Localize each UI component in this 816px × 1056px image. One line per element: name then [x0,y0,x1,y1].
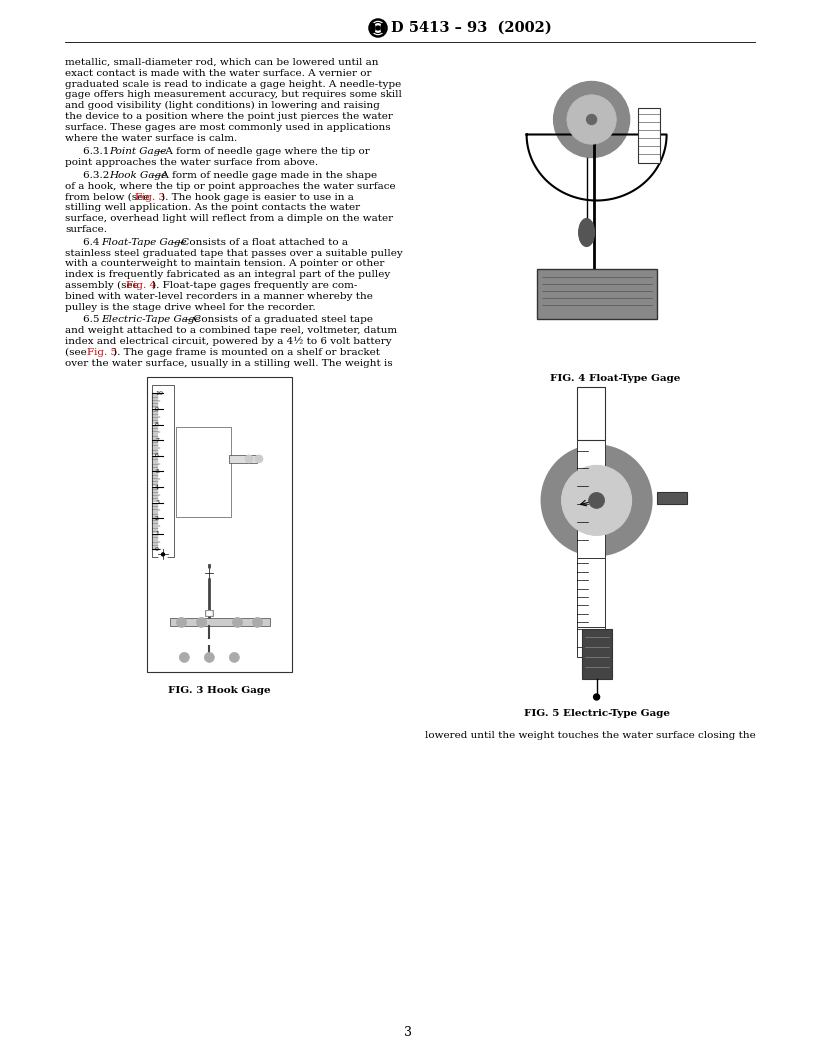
Bar [206,610,213,617]
Circle shape [176,618,187,627]
Text: ). The gage frame is mounted on a shelf or bracket: ). The gage frame is mounted on a shelf … [113,347,380,357]
Text: lowered until the weight touches the water surface closing the: lowered until the weight touches the wat… [425,731,756,740]
Bar [657,492,686,505]
Text: of a hook, where the tip or point approaches the water surface: of a hook, where the tip or point approa… [65,182,396,191]
Text: 8: 8 [155,422,159,427]
Circle shape [204,653,215,662]
Circle shape [245,455,253,463]
Text: FIG. 4 Float-Type Gage: FIG. 4 Float-Type Gage [551,374,681,383]
Bar [170,619,269,626]
Text: surface. These gages are most commonly used in applications: surface. These gages are most commonly u… [65,122,391,132]
Text: 3: 3 [155,501,159,505]
Bar [582,629,612,679]
Text: FIG. 5 Electric-Type Gage: FIG. 5 Electric-Type Gage [524,709,670,718]
Text: Fig. 4: Fig. 4 [126,281,156,290]
Text: Electric-Tape Gage: Electric-Tape Gage [101,316,201,324]
Text: 10: 10 [155,391,163,396]
Circle shape [376,26,380,30]
Text: where the water surface is calm.: where the water surface is calm. [65,134,237,143]
Circle shape [206,611,212,616]
Ellipse shape [381,23,385,33]
Text: 5: 5 [155,469,159,474]
Circle shape [567,95,616,145]
Text: exact contact is made with the water surface. A vernier or: exact contact is made with the water sur… [65,69,371,78]
Text: 6.5: 6.5 [83,316,106,324]
Text: —A form of needle gage made in the shape: —A form of needle gage made in the shape [151,171,377,180]
Bar [229,455,257,463]
Text: and weight attached to a combined tape reel, voltmeter, datum: and weight attached to a combined tape r… [65,326,397,335]
Ellipse shape [579,219,595,246]
Circle shape [233,618,242,627]
Circle shape [197,618,206,627]
Text: 7: 7 [155,437,159,442]
Text: bined with water-level recorders in a manner whereby the: bined with water-level recorders in a ma… [65,291,373,301]
Circle shape [158,549,168,560]
Text: surface.: surface. [65,225,107,234]
Circle shape [180,653,189,662]
Text: index and electrical circuit, powered by a 4½ to 6 volt battery: index and electrical circuit, powered by… [65,337,392,346]
Circle shape [229,653,239,662]
Circle shape [553,81,630,157]
Text: 3: 3 [404,1026,412,1039]
Bar [147,377,292,673]
Text: stainless steel graduated tape that passes over a suitable pulley: stainless steel graduated tape that pass… [65,248,403,258]
Circle shape [162,553,165,555]
Text: —Consists of a graduated steel tape: —Consists of a graduated steel tape [183,316,373,324]
Text: 0: 0 [155,547,159,552]
Bar [176,428,231,517]
Text: —A form of needle gage where the tip or: —A form of needle gage where the tip or [155,148,370,156]
Ellipse shape [371,23,375,33]
Text: Fig. 5: Fig. 5 [86,347,117,357]
Text: Hook Gage: Hook Gage [109,171,167,180]
Text: 9: 9 [155,407,159,412]
Bar [577,386,605,440]
Text: Point Gage: Point Gage [109,148,166,156]
Circle shape [542,446,652,555]
Text: D 5413 – 93  (2002): D 5413 – 93 (2002) [391,21,552,35]
Text: metallic, small-diameter rod, which can be lowered until an: metallic, small-diameter rod, which can … [65,58,379,67]
Text: surface, overhead light will reflect from a dimple on the water: surface, overhead light will reflect fro… [65,214,393,223]
Text: 6.3.2: 6.3.2 [83,171,116,180]
Text: pulley is the stage drive wheel for the recorder.: pulley is the stage drive wheel for the … [65,303,316,312]
Circle shape [587,114,596,125]
Text: from below (see: from below (see [65,192,153,202]
Text: graduated scale is read to indicate a gage height. A needle-type: graduated scale is read to indicate a ga… [65,79,401,89]
Text: assembly (see: assembly (see [65,281,142,290]
Text: Float-Tape Gage: Float-Tape Gage [101,238,187,247]
Text: gage offers high measurement accuracy, but requires some skill: gage offers high measurement accuracy, b… [65,91,401,99]
Text: over the water surface, usually in a stilling well. The weight is: over the water surface, usually in a sti… [65,359,392,367]
Text: stilling well application. As the point contacts the water: stilling well application. As the point … [65,204,360,212]
Text: 4: 4 [155,485,159,490]
Bar [577,386,605,657]
Text: 2: 2 [155,515,159,521]
Text: —Consists of a float attached to a: —Consists of a float attached to a [171,238,348,247]
Text: point approaches the water surface from above.: point approaches the water surface from … [65,158,318,167]
Text: with a counterweight to maintain tension. A pointer or other: with a counterweight to maintain tension… [65,260,384,268]
Circle shape [205,569,214,578]
Bar [577,559,605,627]
Text: ). Float-tape gages frequently are com-: ). Float-tape gages frequently are com- [152,281,357,290]
Circle shape [593,694,600,700]
Text: ). The hook gage is easier to use in a: ). The hook gage is easier to use in a [161,192,353,202]
Text: index is frequently fabricated as an integral part of the pulley: index is frequently fabricated as an int… [65,270,390,279]
Text: 1: 1 [155,531,159,536]
Circle shape [255,455,263,463]
Circle shape [588,492,605,508]
Bar [637,108,659,163]
Text: 6: 6 [155,453,159,458]
Text: the device to a position where the point just pierces the water: the device to a position where the point… [65,112,392,121]
Text: (see: (see [65,347,90,357]
Circle shape [252,618,263,627]
Circle shape [561,466,632,535]
Text: 6.3.1: 6.3.1 [83,148,116,156]
Text: FIG. 3 Hook Gage: FIG. 3 Hook Gage [168,686,271,696]
Text: and good visibility (light conditions) in lowering and raising: and good visibility (light conditions) i… [65,101,380,110]
Bar [537,269,657,319]
Text: Fig. 3: Fig. 3 [135,192,165,202]
Text: 6.4: 6.4 [83,238,106,247]
Bar [152,385,174,558]
